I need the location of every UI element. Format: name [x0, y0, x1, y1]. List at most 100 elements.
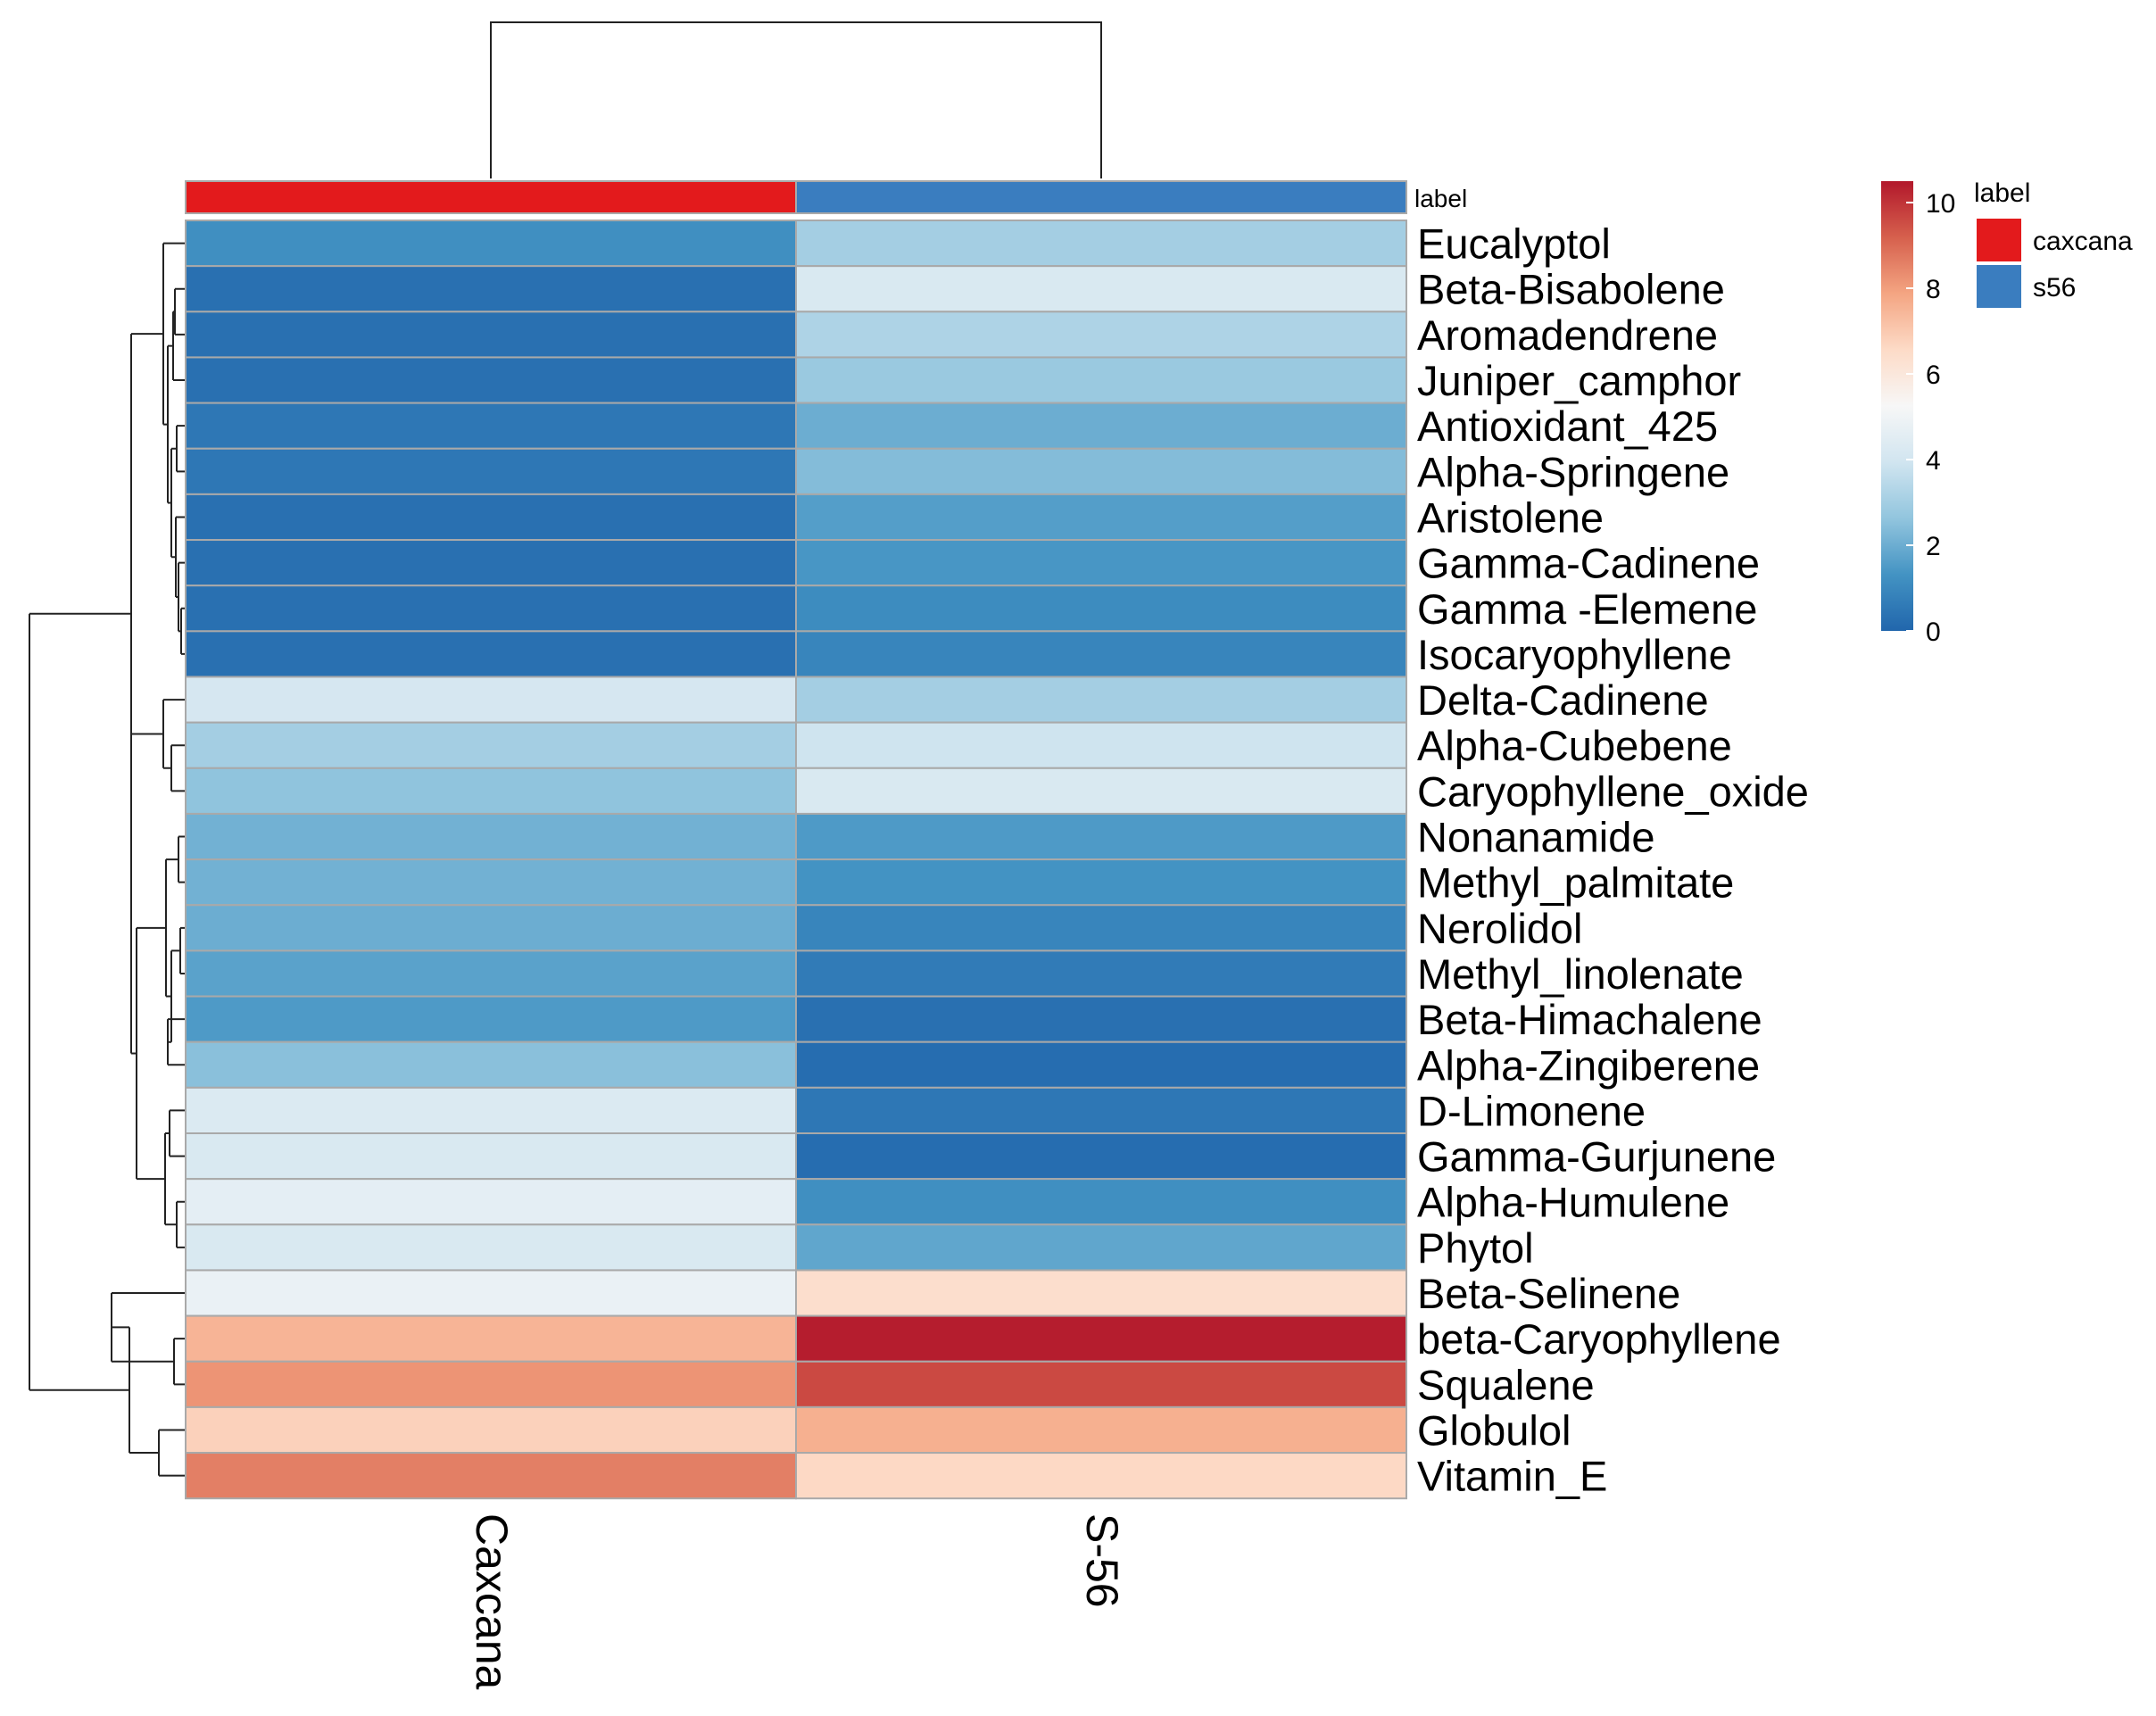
colorbar-tick-label: 0: [1926, 618, 1941, 647]
colorbar-tick-label: 10: [1926, 189, 1955, 219]
heatmap-cell: [185, 1132, 797, 1181]
legend-swatch: [1975, 263, 2023, 310]
column-annotation-bar: [185, 180, 1407, 214]
heatmap-cell: [185, 812, 797, 861]
row-label: Nerolidol: [1417, 905, 1582, 952]
row-label: Beta-Himachalene: [1417, 996, 1762, 1043]
column-labels: Caxcana S-56: [467, 1513, 1127, 1690]
heatmap-cell: [795, 1405, 1407, 1455]
heatmap-cell: [795, 1040, 1407, 1089]
column-dendrogram: [490, 21, 1102, 178]
heatmap-cell: [795, 1223, 1407, 1272]
row-label: Isocaryophyllene: [1417, 631, 1732, 678]
heatmap-cell: [185, 995, 797, 1043]
colorbar-tick-label: 6: [1926, 361, 1941, 390]
heatmap-cell: [185, 1086, 797, 1134]
row-label: Juniper_camphor: [1417, 357, 1741, 404]
colorbar-tick-label: 4: [1926, 446, 1941, 476]
row-label: Alpha-Zingiberene: [1417, 1041, 1760, 1089]
heatmap-cell: [795, 447, 1407, 495]
heatmap-cell: [795, 1314, 1407, 1363]
heatmap-cell: [185, 1314, 797, 1363]
row-labels: EucalyptolBeta-BisaboleneAromadendreneJu…: [1417, 220, 1809, 1500]
heatmap-cell: [185, 676, 797, 724]
heatmap-cell: [795, 311, 1407, 359]
annotation-bar-label: label: [1414, 185, 1467, 212]
heatmap-cell: [185, 1360, 797, 1408]
heatmap-cell: [795, 1360, 1407, 1408]
heatmap-cell: [185, 493, 797, 542]
row-label: Beta-Selinene: [1417, 1270, 1680, 1317]
row-label: Beta-Bisabolene: [1417, 266, 1725, 313]
row-label: Eucalyptol: [1417, 220, 1611, 268]
heatmap-cell: [185, 402, 797, 450]
heatmap-cell: [185, 721, 797, 769]
row-label: Aristolene: [1417, 493, 1604, 541]
heatmap-cell: [795, 767, 1407, 815]
row-label: Phytol: [1417, 1224, 1534, 1272]
heatmap-cell: [795, 904, 1407, 952]
heatmap-cell: [795, 584, 1407, 633]
heatmap-cell: [185, 1040, 797, 1089]
heatmap-cell: [185, 539, 797, 587]
row-label: beta-Caryophyllene: [1417, 1315, 1781, 1363]
heatmap-cell: [795, 630, 1407, 678]
row-label: Caryophyllene_oxide: [1417, 767, 1809, 815]
row-label: Delta-Cadinene: [1417, 676, 1709, 724]
heatmap-cell: [795, 949, 1407, 998]
heatmap-cell: [795, 1086, 1407, 1134]
heatmap-cell: [185, 265, 797, 313]
heatmap-cell: [795, 220, 1407, 268]
heatmap-cell: [795, 721, 1407, 769]
row-label: Nonanamide: [1417, 814, 1655, 861]
heatmap-cell: [185, 904, 797, 952]
heatmap-cell: [185, 1405, 797, 1455]
row-label: Methyl_palmitate: [1417, 859, 1734, 907]
row-dendrogram: [29, 242, 186, 1477]
colorbar-tick-label: 8: [1926, 275, 1941, 304]
heatmap-cell: [185, 584, 797, 633]
heatmap-cell: [185, 858, 797, 907]
heatmap-cell: [185, 1223, 797, 1272]
heatmap-cell: [795, 1132, 1407, 1181]
heatmap-cell: [795, 265, 1407, 313]
row-label: Gamma-Cadinene: [1417, 540, 1760, 587]
heatmap-cell: [185, 767, 797, 815]
column-label: Caxcana: [467, 1513, 517, 1690]
row-label: Alpha-Cubebene: [1417, 722, 1732, 769]
heatmap-cell: [795, 402, 1407, 450]
row-label: D-Limonene: [1417, 1087, 1646, 1134]
heatmap-cell: [185, 949, 797, 998]
row-label: Gamma-Gurjunene: [1417, 1133, 1776, 1181]
heatmap-cell: [795, 493, 1407, 542]
row-label: Methyl_linolenate: [1417, 950, 1744, 998]
row-label: Gamma -Elemene: [1417, 585, 1757, 633]
legend-swatch: [1975, 217, 2023, 263]
column-dendrogram-branch: [490, 21, 1102, 178]
row-label: Alpha-Springene: [1417, 448, 1729, 495]
row-label: Squalene: [1417, 1361, 1595, 1408]
heatmap-cell: [795, 1269, 1407, 1317]
colorbar-tick-label: 2: [1926, 532, 1941, 561]
row-label: Antioxidant_425: [1417, 402, 1718, 450]
colorbar-gradient: [1881, 181, 1913, 631]
heatmap-cell: [185, 447, 797, 495]
heatmap-cell: [185, 1269, 797, 1317]
heatmap-cell: [185, 356, 797, 404]
row-dendrogram-branches: [29, 242, 186, 1477]
heatmap-cell: [185, 1452, 797, 1500]
heatmap-cell: [795, 1452, 1407, 1500]
colorbar: 0 2 4 6 8 10: [1881, 181, 1955, 647]
heatmap-cell: [795, 1178, 1407, 1226]
heatmap-cell: [185, 630, 797, 678]
heatmap-cell: [795, 676, 1407, 724]
row-label: Globulol: [1417, 1406, 1571, 1454]
heatmap-cells: [185, 220, 1407, 1500]
row-label: Aromadendrene: [1417, 311, 1718, 359]
legend-entry-label: caxcana: [2033, 227, 2133, 256]
row-label: Vitamin_E: [1417, 1453, 1607, 1500]
legend-title: label: [1974, 178, 2030, 208]
column-label: S-56: [1077, 1513, 1127, 1608]
heatmap-cell: [185, 220, 797, 268]
